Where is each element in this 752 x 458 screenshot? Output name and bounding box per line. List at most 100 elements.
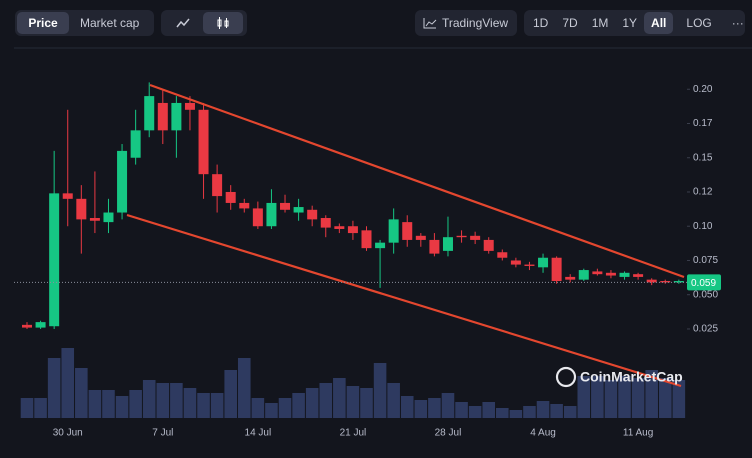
watermark-logo [555, 366, 577, 388]
candle-body [293, 207, 304, 213]
volume-bar [129, 390, 142, 418]
volume-bar [509, 410, 523, 418]
candle-body [497, 252, 508, 258]
candle-body [252, 208, 263, 227]
candle-body [225, 191, 236, 203]
tradingview-button[interactable]: TradingView [417, 12, 514, 34]
volume-bar [577, 376, 591, 418]
candle-body [565, 276, 576, 280]
y-tick-label: 0.025 [693, 324, 718, 335]
candle-body [605, 272, 616, 276]
volume-bar [468, 406, 482, 418]
volume-bar [563, 406, 577, 418]
volume-bar [156, 383, 170, 418]
candle-body [184, 102, 195, 110]
candle-body [89, 218, 100, 221]
range-button[interactable]: All [644, 12, 674, 34]
volume-bar [455, 402, 468, 418]
volume-bar [61, 348, 75, 418]
tradingview-group: TradingView [415, 10, 517, 36]
candle-style-button[interactable] [203, 12, 243, 34]
volume-bar [183, 388, 197, 418]
x-tick-label: 14 Jul [245, 428, 272, 439]
candle-body [483, 239, 494, 251]
candle-body [22, 324, 32, 328]
candle-body [347, 226, 358, 234]
volume-bar [441, 393, 455, 418]
candle-body [198, 109, 209, 175]
candle-body [76, 198, 87, 220]
x-tick-label: 21 Jul [340, 428, 367, 439]
candle-body [673, 281, 684, 283]
candle-body [171, 102, 182, 131]
tab[interactable]: Market cap [80, 16, 140, 30]
volume-bar [102, 390, 115, 418]
volume-bar [618, 376, 631, 418]
volume-bar [373, 363, 387, 418]
volume-bar [360, 388, 373, 418]
volume-bar [658, 378, 672, 418]
volume-bar [142, 380, 156, 418]
range-button[interactable]: 1Y [622, 16, 638, 30]
candle-body [35, 322, 46, 328]
candle-body [456, 235, 467, 238]
volume-bar [523, 406, 536, 418]
volume-layer [20, 348, 686, 418]
tab[interactable]: Price [17, 12, 69, 34]
volume-bar [278, 398, 292, 418]
candle-body [280, 202, 291, 210]
candle-body [442, 237, 453, 251]
candle-body [551, 257, 562, 282]
candle-body [646, 279, 657, 283]
log-button[interactable]: LOG [686, 16, 712, 30]
volume-bar [591, 376, 604, 418]
candle-body [212, 174, 223, 197]
range-button[interactable]: 1M [591, 16, 609, 30]
volume-bar [251, 398, 265, 418]
volume-bar [197, 393, 210, 418]
x-tick-label: 4 Aug [530, 428, 556, 439]
volume-bar [387, 383, 400, 418]
candle-body [633, 274, 644, 277]
x-tick-label: 30 Jun [53, 428, 83, 439]
last-price-tag [687, 274, 721, 291]
candle-body [266, 202, 277, 227]
candle-body [117, 150, 128, 213]
candle-body [103, 212, 114, 223]
volume-bar [400, 396, 414, 418]
y-tick-label: 0.12 [693, 187, 713, 198]
y-tick-label: 0.10 [693, 221, 713, 232]
volume-bar [346, 386, 360, 418]
candle-body [320, 218, 331, 228]
candle-body [62, 193, 73, 199]
volume-bar [414, 400, 428, 418]
line-style-button[interactable] [163, 12, 203, 34]
volume-bar [115, 396, 129, 418]
candle-body [660, 281, 671, 283]
candle-body [144, 96, 155, 131]
candle-body [402, 222, 413, 240]
tab-group: Price Market cap [15, 10, 154, 36]
watermark: CoinMarketCap [555, 366, 683, 388]
y-tick-label: 0.15 [693, 152, 713, 163]
volume-bar [20, 398, 34, 418]
range-button[interactable]: 1D [533, 16, 549, 30]
more-button[interactable]: ··· [731, 16, 744, 30]
volume-bar [550, 404, 563, 418]
tradingview-label: TradingView [442, 16, 509, 30]
x-tick-label: 28 Jul [435, 428, 462, 439]
volume-bar [428, 398, 441, 418]
trend-line-upper [149, 83, 685, 279]
tv-icon [423, 18, 437, 29]
y-tick-label: 0.20 [693, 84, 713, 95]
candle-body [239, 202, 250, 209]
range-group: 1D 7D 1M 1Y All LOG ··· [524, 10, 745, 36]
chart-style-group [161, 10, 247, 36]
range-button[interactable]: 7D [562, 16, 578, 30]
candle-body [524, 264, 535, 266]
candle-body [157, 102, 168, 131]
y-tick-label: 0.075 [693, 255, 718, 266]
trend-line-lower [126, 213, 682, 388]
y-tick-label: 0.050 [693, 289, 718, 300]
